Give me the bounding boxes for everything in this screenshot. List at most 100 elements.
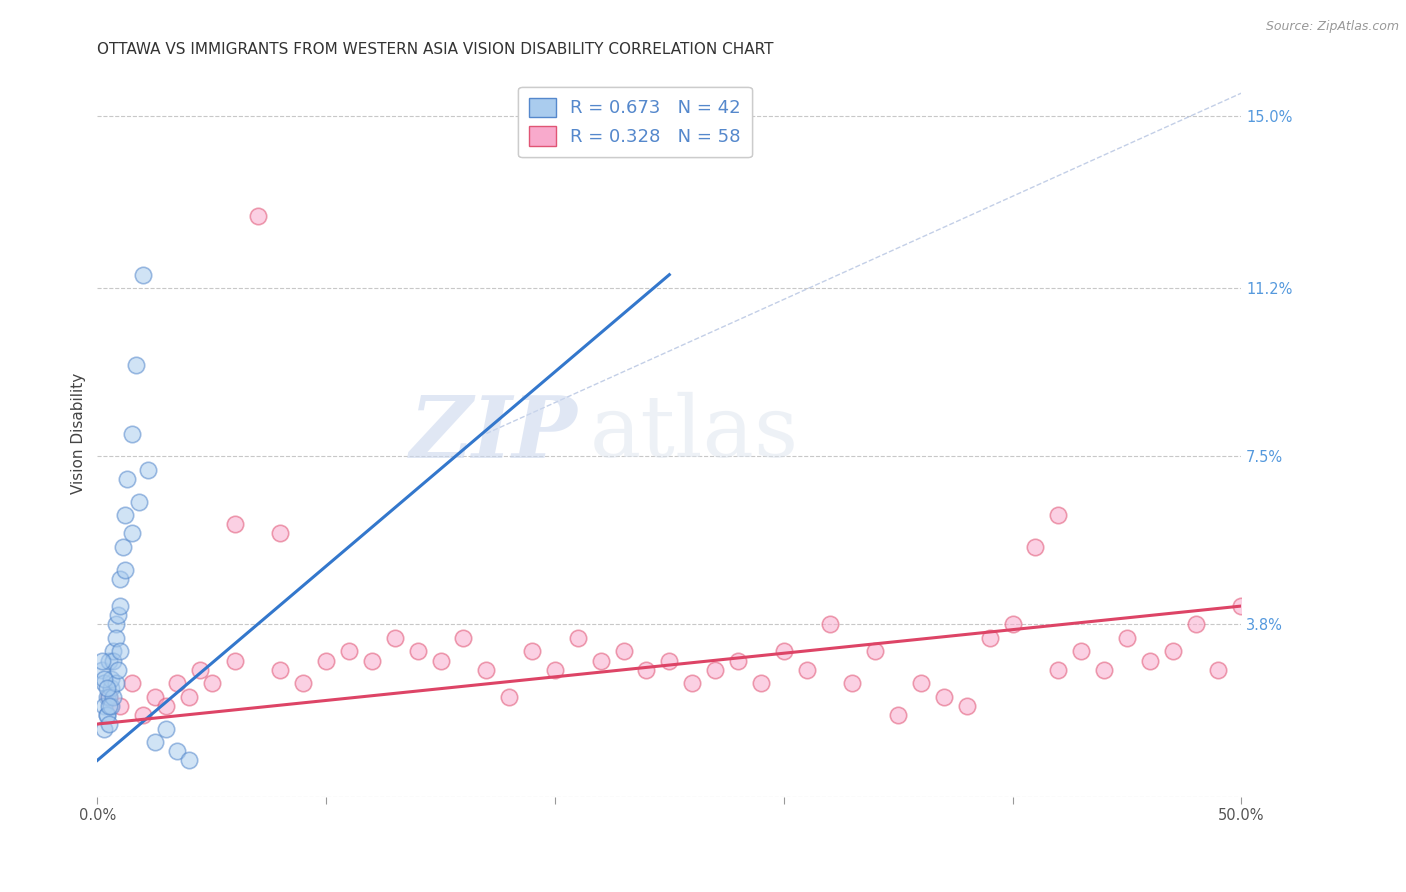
Point — [90, 663, 112, 677]
Point — [132, 268, 155, 282]
Point — [104, 631, 127, 645]
Point — [269, 526, 291, 541]
Point — [932, 690, 955, 704]
Point — [143, 735, 166, 749]
Point — [772, 644, 794, 658]
Point — [361, 653, 384, 667]
Point — [121, 426, 143, 441]
Point — [749, 676, 772, 690]
Point — [107, 608, 129, 623]
Point — [177, 753, 200, 767]
Point — [104, 617, 127, 632]
Point — [128, 494, 150, 508]
Point — [110, 599, 132, 613]
Point — [97, 690, 120, 704]
Point — [1047, 508, 1070, 523]
Point — [1184, 617, 1206, 632]
Point — [979, 631, 1001, 645]
Point — [111, 540, 134, 554]
Point — [498, 690, 520, 704]
Point — [114, 508, 136, 523]
Point — [681, 676, 703, 690]
Point — [96, 681, 118, 695]
Point — [110, 698, 132, 713]
Point — [125, 359, 148, 373]
Point — [1230, 599, 1253, 613]
Point — [1139, 653, 1161, 667]
Point — [1161, 644, 1184, 658]
Point — [475, 663, 498, 677]
Point — [796, 663, 818, 677]
Point — [910, 676, 932, 690]
Point — [115, 472, 138, 486]
Point — [567, 631, 589, 645]
Point — [292, 676, 315, 690]
Point — [103, 690, 125, 704]
Point — [727, 653, 749, 667]
Point — [658, 653, 681, 667]
Y-axis label: Vision Disability: Vision Disability — [72, 373, 86, 494]
Point — [1047, 663, 1070, 677]
Point — [636, 663, 658, 677]
Point — [818, 617, 841, 632]
Point — [613, 644, 636, 658]
Point — [143, 690, 166, 704]
Point — [100, 698, 122, 713]
Point — [166, 676, 188, 690]
Point — [97, 653, 120, 667]
Point — [453, 631, 475, 645]
Point — [114, 563, 136, 577]
Point — [384, 631, 406, 645]
Point — [429, 653, 451, 667]
Point — [166, 744, 188, 758]
Point — [887, 708, 910, 723]
Point — [544, 663, 567, 677]
Point — [704, 663, 727, 677]
Point — [103, 644, 125, 658]
Point — [589, 653, 612, 667]
Point — [132, 708, 155, 723]
Point — [1070, 644, 1092, 658]
Text: OTTAWA VS IMMIGRANTS FROM WESTERN ASIA VISION DISABILITY CORRELATION CHART: OTTAWA VS IMMIGRANTS FROM WESTERN ASIA V… — [97, 42, 773, 57]
Point — [96, 708, 118, 723]
Point — [224, 653, 246, 667]
Point — [93, 698, 115, 713]
Point — [1208, 663, 1230, 677]
Point — [100, 681, 122, 695]
Point — [1024, 540, 1046, 554]
Text: ZIP: ZIP — [411, 392, 578, 475]
Point — [406, 644, 429, 658]
Point — [93, 676, 115, 690]
Point — [246, 209, 269, 223]
Point — [188, 663, 211, 677]
Point — [155, 722, 177, 736]
Point — [90, 653, 112, 667]
Point — [104, 676, 127, 690]
Point — [337, 644, 360, 658]
Point — [1116, 631, 1139, 645]
Point — [136, 463, 159, 477]
Point — [177, 690, 200, 704]
Point — [97, 717, 120, 731]
Point — [96, 690, 118, 704]
Point — [107, 663, 129, 677]
Point — [865, 644, 887, 658]
Point — [1092, 663, 1115, 677]
Point — [841, 676, 863, 690]
Point — [97, 698, 120, 713]
Point — [93, 722, 115, 736]
Point — [155, 698, 177, 713]
Point — [956, 698, 979, 713]
Legend: R = 0.673   N = 42, R = 0.328   N = 58: R = 0.673 N = 42, R = 0.328 N = 58 — [519, 87, 752, 157]
Point — [97, 690, 120, 704]
Point — [93, 672, 115, 686]
Point — [201, 676, 224, 690]
Text: atlas: atlas — [589, 392, 799, 475]
Point — [121, 676, 143, 690]
Text: Source: ZipAtlas.com: Source: ZipAtlas.com — [1265, 20, 1399, 33]
Point — [224, 517, 246, 532]
Point — [110, 644, 132, 658]
Point — [121, 526, 143, 541]
Point — [315, 653, 337, 667]
Point — [1001, 617, 1024, 632]
